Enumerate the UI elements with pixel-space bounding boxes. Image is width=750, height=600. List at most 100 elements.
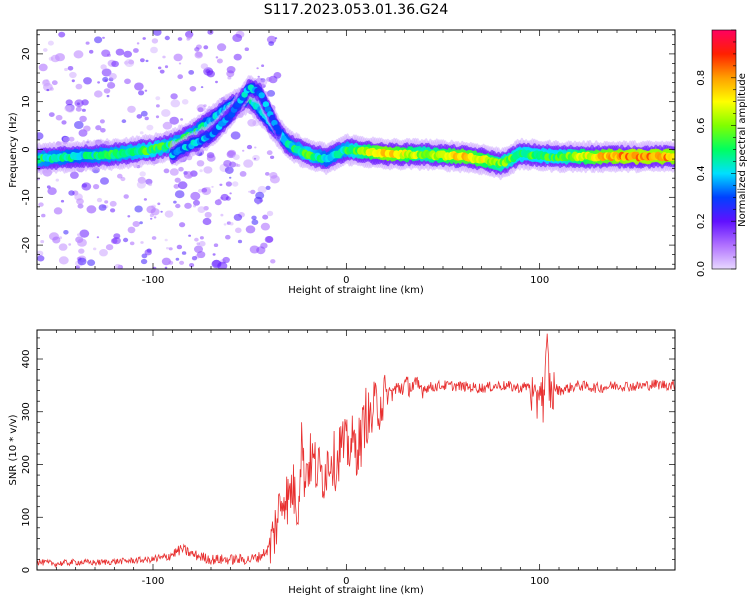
spectrogram-speckle [113, 233, 121, 240]
spectrogram-speckle [99, 119, 105, 124]
spectrogram-speckle [232, 154, 240, 161]
snr-y-tick-label: 0 [21, 567, 32, 573]
spectrogram-speckle [175, 257, 180, 261]
spectrogram-speckle [190, 191, 201, 201]
spectrogram-speckle [114, 263, 122, 269]
spectrogram-speckle [100, 64, 107, 70]
spectrogram-speckle [104, 200, 109, 204]
spectrogram-speckle [201, 188, 208, 193]
spectrogram-speckle [128, 59, 135, 65]
spectrogram-speckle [198, 188, 203, 193]
spectrogram-speckle [212, 253, 216, 256]
spectrogram-speckle [222, 256, 230, 264]
spectrogram-speckle [109, 200, 117, 207]
spectrogram-speckle [266, 150, 273, 156]
spectrogram-speckle [70, 171, 79, 179]
spectrogram-speckle [173, 184, 180, 189]
spectrogram-speckle [101, 68, 112, 77]
spectrogram-speckle [261, 64, 265, 67]
spectrogram-speckle [152, 266, 157, 269]
spectrogram-speckle [77, 257, 87, 266]
snr-series-line [37, 333, 675, 569]
spectrogram-speckle [170, 99, 181, 108]
spectrogram-speckle [67, 66, 74, 71]
spectrogram-speckle [273, 72, 282, 79]
spectrogram-speckle [166, 247, 169, 250]
spectrogram-speckle [174, 190, 185, 199]
spectrogram-speckle [262, 214, 269, 220]
spectrogram-speckle [98, 204, 107, 211]
spectrogram-speckle [234, 163, 239, 167]
spectrogram-speckle [40, 240, 45, 244]
spectrogram-speckle [138, 90, 145, 96]
spectrogram-speckle [266, 77, 272, 82]
spectrogram-speckle [264, 236, 274, 243]
spectrogram-speckle [144, 116, 149, 121]
spectrogram-speckle [220, 213, 224, 217]
spectrogram-speckle [203, 45, 209, 50]
spectrogram-secondary-track [269, 114, 276, 121]
spectrogram-speckle [83, 77, 92, 85]
spectrogram-speckle [177, 74, 183, 80]
spectrogram-speckle [148, 182, 153, 187]
spectrogram-speckle [179, 260, 185, 265]
spectrogram-speckle [253, 157, 257, 160]
spectrogram-speckle [141, 253, 148, 259]
spectrogram-x-tick-label: 100 [530, 275, 549, 286]
spectrogram-speckle [270, 259, 276, 264]
spectrogram-speckle [169, 116, 179, 125]
spectrogram-speckle [100, 177, 109, 185]
spectrogram-speckle [178, 166, 184, 172]
spectrogram-speckle [162, 121, 173, 130]
spectrogram-speckle [115, 48, 125, 56]
spectrogram-speckle [217, 43, 227, 52]
spectrogram-speckle [224, 166, 234, 174]
spectrogram-speckle [193, 199, 200, 206]
spectrogram-speckle [139, 171, 146, 177]
spectrogram-speckle [230, 131, 241, 140]
spectrogram-speckle [195, 51, 203, 58]
spectrogram-speckle [266, 210, 274, 217]
spectrogram-speckle [64, 67, 68, 72]
spectrogram-speckle [96, 236, 100, 239]
spectrogram-speckle [233, 213, 243, 221]
spectrogram-speckle [225, 234, 231, 240]
spectrogram-speckle [95, 125, 102, 131]
snr-x-tick-label: 0 [343, 576, 349, 587]
spectrogram-speckle [134, 205, 143, 213]
spectrogram-x-axis-label: Height of straight line (km) [288, 285, 424, 296]
spectrogram-speckle [252, 154, 260, 162]
spectrogram-secondary-track [264, 106, 272, 113]
spectrogram-speckle [265, 185, 271, 190]
spectrogram-speckle [157, 202, 161, 206]
spectrogram-speckle [220, 193, 229, 201]
spectrogram-speckle [164, 210, 174, 218]
spectrogram-speckle [242, 149, 245, 152]
spectrogram-speckle [150, 217, 153, 220]
spectrogram-speckle [268, 41, 275, 46]
spectrogram-speckle [51, 80, 58, 86]
spectrogram-speckle [203, 166, 213, 174]
spectrogram-speckle [251, 219, 259, 225]
spectrogram-speckle [68, 190, 75, 196]
spectrogram-speckle [62, 136, 69, 142]
spectrogram-speckle [151, 38, 159, 44]
spectrogram-speckle [232, 181, 239, 187]
spectrogram-speckle [214, 199, 222, 206]
spectrogram-speckle [169, 168, 179, 176]
spectrogram-speckle [140, 258, 148, 265]
spectrogram-speckle [260, 222, 270, 231]
spectrogram-speckle [53, 207, 63, 215]
spectrogram-speckle [257, 75, 260, 78]
spectrogram-speckle [149, 213, 154, 218]
spectrogram-speckle [137, 165, 141, 169]
spectrogram-secondary-track [262, 101, 270, 108]
spectrogram-speckle [181, 99, 189, 105]
spectrogram-speckle [255, 191, 265, 200]
spectrogram-speckle [102, 36, 105, 39]
spectrogram-speckle [168, 247, 173, 251]
spectrogram-speckle [47, 40, 54, 46]
spectrogram-speckle [61, 120, 67, 125]
spectrogram-speckle [136, 181, 146, 189]
spectrogram-speckle [38, 63, 48, 72]
